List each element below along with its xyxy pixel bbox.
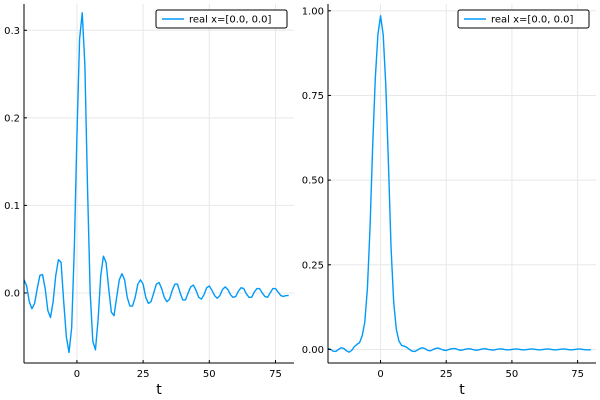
right-subplot: 0 25 50 75 0.00 0.25 0.50 0.75 1.00 t real x=[0.… <box>302 4 596 398</box>
right-x-tick-label-3: 75 <box>571 369 584 380</box>
left-y-tick-label-3: 0.3 <box>4 26 20 37</box>
right-y-tick-label-0: 0.00 <box>302 345 324 356</box>
left-y-tick-label-0: 0.0 <box>4 288 20 299</box>
right-axis-frame <box>327 4 596 364</box>
right-legend-label: real x=[0.0, 0.0] <box>491 15 573 26</box>
right-y-tick-label-4: 1.00 <box>302 6 324 17</box>
left-y-tick-label-2: 0.2 <box>4 113 20 124</box>
left-subplot: 0 25 50 75 0.0 0.1 0.2 0.3 t real x=[0.0, 0.0] <box>4 4 294 398</box>
left-legend: real x=[0.0, 0.0] <box>155 9 288 29</box>
right-y-tick-label-3: 0.75 <box>302 91 324 102</box>
left-legend-label: real x=[0.0, 0.0] <box>189 15 271 26</box>
right-x-tick-label-1: 25 <box>440 369 453 380</box>
right-grid <box>328 4 596 363</box>
left-legend-box <box>155 9 288 29</box>
left-series-line <box>23 12 289 354</box>
left-grid <box>24 4 294 363</box>
left-x-tick-label-1: 25 <box>137 369 150 380</box>
left-axis-frame <box>23 4 294 364</box>
right-x-tick-label-2: 50 <box>506 369 519 380</box>
right-x-axis-label: t <box>459 382 465 398</box>
right-series-line <box>327 15 591 353</box>
right-x-tick-label-0: 0 <box>377 369 383 380</box>
right-y-tick-label-1: 0.25 <box>302 260 324 271</box>
left-x-axis-label: t <box>156 382 162 398</box>
left-x-tick-label-3: 75 <box>269 369 282 380</box>
right-ticks: 0 25 50 75 0.00 0.25 0.50 0.75 1.00 <box>302 6 584 380</box>
left-x-tick-label-0: 0 <box>74 369 80 380</box>
left-y-tick-label-1: 0.1 <box>4 201 20 212</box>
left-ticks: 0 25 50 75 0.0 0.1 0.2 0.3 <box>4 26 282 380</box>
right-legend: real x=[0.0, 0.0] <box>457 9 590 29</box>
left-x-tick-label-2: 50 <box>203 369 216 380</box>
right-y-tick-label-2: 0.50 <box>302 176 324 187</box>
right-legend-box <box>457 9 590 29</box>
